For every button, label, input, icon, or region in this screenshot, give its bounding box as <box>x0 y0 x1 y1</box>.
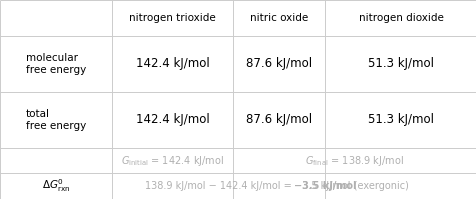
Text: $\Delta G^0_\mathrm{rxn}$: $\Delta G^0_\mathrm{rxn}$ <box>42 178 70 194</box>
Text: −3.5 kJ/mol: −3.5 kJ/mol <box>294 181 356 191</box>
Text: nitrogen dioxide: nitrogen dioxide <box>358 13 443 23</box>
Text: total
free energy: total free energy <box>26 109 86 131</box>
Text: 51.3 kJ/mol: 51.3 kJ/mol <box>367 58 433 70</box>
Text: 138.9 kJ/mol − 142.4 kJ/mol =: 138.9 kJ/mol − 142.4 kJ/mol = <box>144 181 294 191</box>
Text: 142.4 kJ/mol: 142.4 kJ/mol <box>135 113 209 127</box>
Text: 87.6 kJ/mol: 87.6 kJ/mol <box>246 113 311 127</box>
Text: 142.4 kJ/mol: 142.4 kJ/mol <box>135 58 209 70</box>
Text: $G_\mathrm{initial}$ = 142.4 kJ/mol: $G_\mathrm{initial}$ = 142.4 kJ/mol <box>121 153 224 168</box>
Text: molecular
free energy: molecular free energy <box>26 53 86 75</box>
Text: 51.3 kJ/mol: 51.3 kJ/mol <box>367 113 433 127</box>
Text: $G_\mathrm{final}$ = 138.9 kJ/mol: $G_\mathrm{final}$ = 138.9 kJ/mol <box>305 153 404 168</box>
Text: 87.6 kJ/mol: 87.6 kJ/mol <box>246 58 311 70</box>
Text: nitric oxide: nitric oxide <box>249 13 307 23</box>
Text: nitrogen trioxide: nitrogen trioxide <box>129 13 216 23</box>
Text: −3.5 kJ/mol (exergonic): −3.5 kJ/mol (exergonic) <box>294 181 408 191</box>
